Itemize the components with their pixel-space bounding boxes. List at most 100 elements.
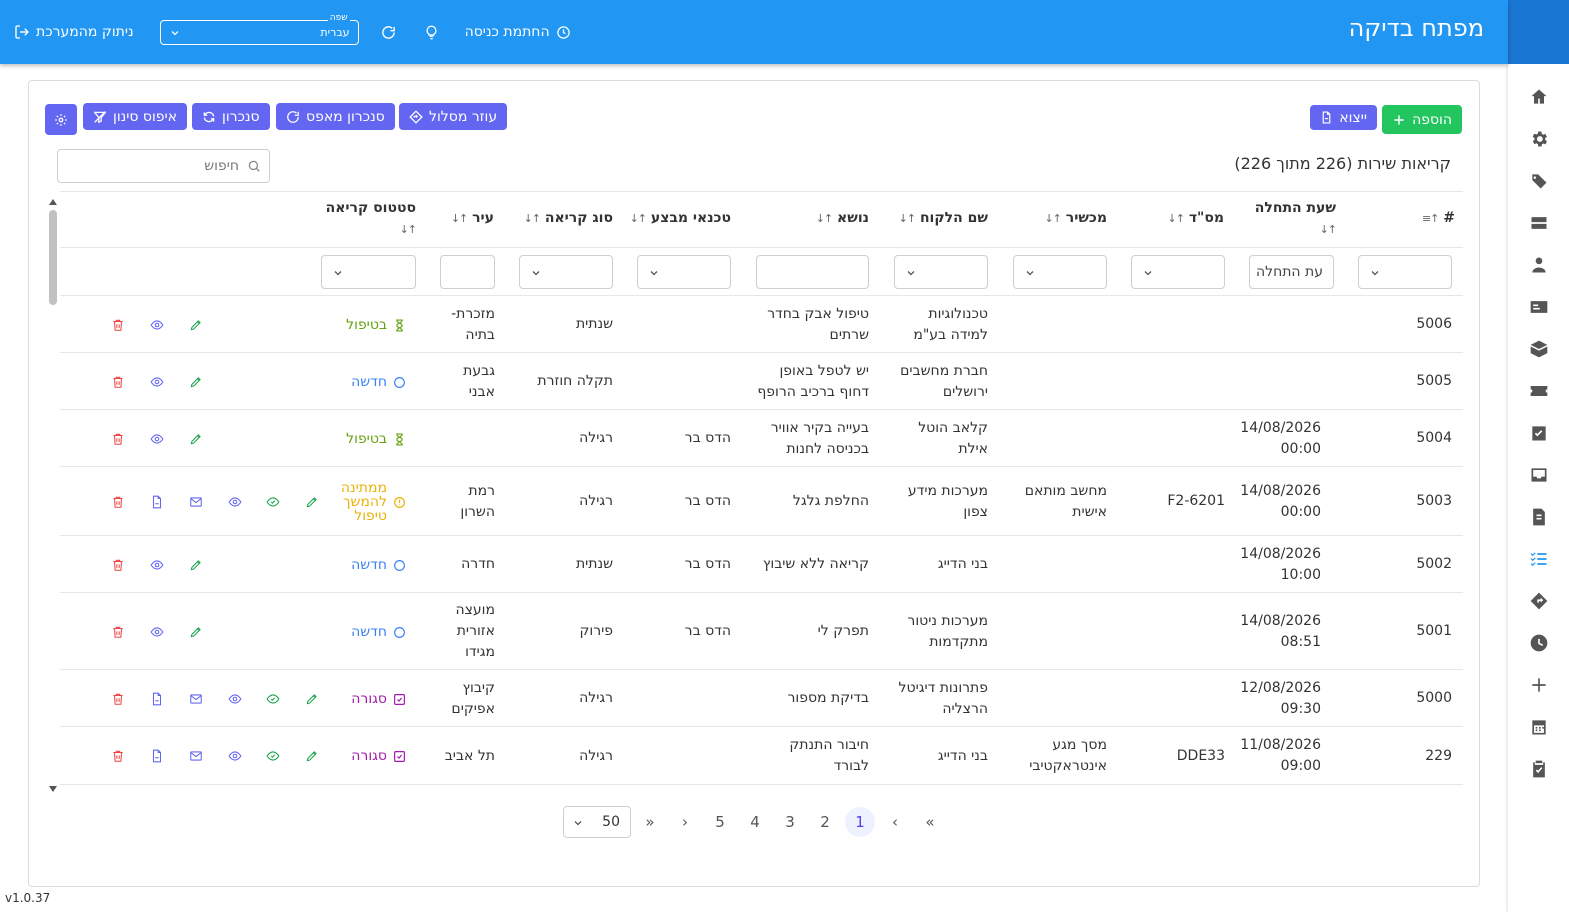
table-row[interactable]: 5000 12/08/2026 09:30 פתרונות דיגיטל הרצליה ב… <box>60 670 1463 727</box>
pdf-button[interactable] <box>150 692 164 706</box>
table-row[interactable]: 229 11/08/2026 09:00 DDE33 מסך מגע אינטראקטיב… <box>60 727 1463 785</box>
per-page-select[interactable]: 50 <box>563 806 631 838</box>
edit-button[interactable] <box>305 495 319 509</box>
filter-start-time[interactable]: עת התחלה <box>1249 255 1334 289</box>
last-page-button[interactable]: » <box>645 813 655 831</box>
sign-button[interactable] <box>266 495 280 509</box>
edit-button[interactable] <box>305 749 319 763</box>
route-helper-button[interactable]: עוזר מסלול <box>399 103 508 130</box>
filter-tech[interactable] <box>637 255 731 289</box>
add-button[interactable]: הוספה <box>1382 105 1462 134</box>
pdf-button[interactable] <box>150 749 164 763</box>
sign-button[interactable] <box>266 749 280 763</box>
first-page-button[interactable]: « <box>925 813 935 831</box>
edit-button[interactable] <box>189 318 203 332</box>
view-button[interactable] <box>150 432 164 446</box>
col-tech-header[interactable]: טכנאי מבצע ↑↓ <box>629 210 731 226</box>
filter-city[interactable] <box>440 255 495 289</box>
edit-button[interactable] <box>189 558 203 572</box>
page-4-button[interactable]: 4 <box>750 813 760 831</box>
view-button[interactable] <box>150 625 164 639</box>
rail-tickets[interactable] <box>1528 380 1550 402</box>
settings-button[interactable] <box>45 104 77 135</box>
table-scrollbar[interactable] <box>48 198 58 793</box>
page-3-button[interactable]: 3 <box>785 813 795 831</box>
delete-button[interactable] <box>111 558 125 572</box>
page-5-button[interactable]: 5 <box>715 813 725 831</box>
delete-button[interactable] <box>111 432 125 446</box>
col-status-header[interactable]: סטטוס קריאה ↑↓ <box>316 198 417 240</box>
filter-serial[interactable] <box>1131 255 1225 289</box>
filter-id[interactable] <box>1358 255 1452 289</box>
sync-from-zero-button[interactable]: סנכרון מאפס <box>276 103 395 130</box>
export-button[interactable]: ייצוא <box>1310 105 1377 130</box>
page-1-button[interactable]: 1 <box>845 807 875 837</box>
col-start-header[interactable]: שעת התחלה ↑↓ <box>1244 198 1337 240</box>
language-select[interactable]: שפה עברית <box>159 12 359 45</box>
view-button[interactable] <box>150 318 164 332</box>
rail-calendar[interactable] <box>1528 716 1550 738</box>
filter-customer[interactable] <box>894 255 988 289</box>
table-row[interactable]: 5001 14/08/2026 08:51 מערכות ניטור מתקדמות תפ… <box>60 593 1463 670</box>
delete-button[interactable] <box>111 692 125 706</box>
view-button[interactable] <box>150 558 164 572</box>
rail-service-calls[interactable] <box>1528 548 1550 570</box>
scroll-thumb[interactable] <box>49 210 57 305</box>
col-city-header[interactable]: עיר ↑↓ <box>450 210 494 226</box>
rail-history[interactable] <box>1528 632 1550 654</box>
table-row[interactable]: 5004 14/08/2026 00:00 קלאב הוטל אילת בעייה בק… <box>60 410 1463 467</box>
rail-inbox[interactable] <box>1528 464 1550 486</box>
table-row[interactable]: 5005 חברת מחשבים ירושלים יש לטפל באופן דחוף … <box>60 353 1463 410</box>
filter-status[interactable] <box>321 255 416 289</box>
rail-invoices[interactable] <box>1528 506 1550 528</box>
next-page-button[interactable]: › <box>682 813 688 831</box>
email-button[interactable] <box>189 692 203 706</box>
view-button[interactable] <box>228 749 242 763</box>
edit-button[interactable] <box>189 375 203 389</box>
rail-users[interactable] <box>1528 254 1550 276</box>
prev-page-button[interactable]: ‹ <box>892 813 898 831</box>
filter-device[interactable] <box>1013 255 1107 289</box>
delete-button[interactable] <box>111 318 125 332</box>
rail-products[interactable] <box>1528 338 1550 360</box>
refresh-button[interactable] <box>381 25 396 40</box>
col-customer-header[interactable]: שם הלקוח ↑↓ <box>898 210 988 226</box>
email-button[interactable] <box>189 749 203 763</box>
view-button[interactable] <box>150 375 164 389</box>
reset-filter-button[interactable]: איפוס סינון <box>83 103 188 130</box>
rail-settings[interactable] <box>1528 128 1550 150</box>
sign-button[interactable] <box>266 692 280 706</box>
view-button[interactable] <box>228 495 242 509</box>
edit-button[interactable] <box>189 625 203 639</box>
search-input[interactable]: חיפוש <box>57 149 270 183</box>
edit-button[interactable] <box>189 432 203 446</box>
rail-home[interactable] <box>1528 86 1550 108</box>
col-serial-header[interactable]: מס"ד ↑↓ <box>1167 210 1224 226</box>
sync-button[interactable]: סנכרון <box>192 103 270 130</box>
pdf-button[interactable] <box>150 495 164 509</box>
rail-add[interactable] <box>1528 674 1550 696</box>
table-row[interactable]: 5006 טכנולוגיות למידה בע"מ טיפול אבק בחדר שר… <box>60 296 1463 353</box>
signin-stamp-button[interactable]: החתמת כניסה <box>465 24 571 40</box>
rail-tags[interactable] <box>1528 170 1550 192</box>
table-row[interactable]: 5002 14/08/2026 10:00 בני הדייג קריאה ללא שי… <box>60 536 1463 593</box>
view-button[interactable] <box>228 692 242 706</box>
email-button[interactable] <box>189 495 203 509</box>
delete-button[interactable] <box>111 495 125 509</box>
col-subject-header[interactable]: נושא ↑↓ <box>815 210 869 226</box>
delete-button[interactable] <box>111 375 125 389</box>
col-device-header[interactable]: מכשיר ↑↓ <box>1044 210 1107 226</box>
rail-server[interactable] <box>1528 212 1550 234</box>
filter-type[interactable] <box>519 255 613 289</box>
col-type-header[interactable]: סוג קריאה ↑↓ <box>523 210 613 226</box>
edit-button[interactable] <box>305 692 319 706</box>
rail-tasks[interactable] <box>1528 422 1550 444</box>
tips-button[interactable] <box>424 25 439 40</box>
rail-clipboard[interactable] <box>1528 758 1550 780</box>
rail-routes[interactable] <box>1528 590 1550 612</box>
delete-button[interactable] <box>111 749 125 763</box>
page-2-button[interactable]: 2 <box>820 813 830 831</box>
logout-button[interactable]: ניתוק מהמערכת <box>14 24 134 40</box>
filter-subject[interactable] <box>756 255 869 289</box>
table-row[interactable]: 5003 14/08/2026 00:00 F2-6201 מחשב מותאם אישי… <box>60 467 1463 536</box>
